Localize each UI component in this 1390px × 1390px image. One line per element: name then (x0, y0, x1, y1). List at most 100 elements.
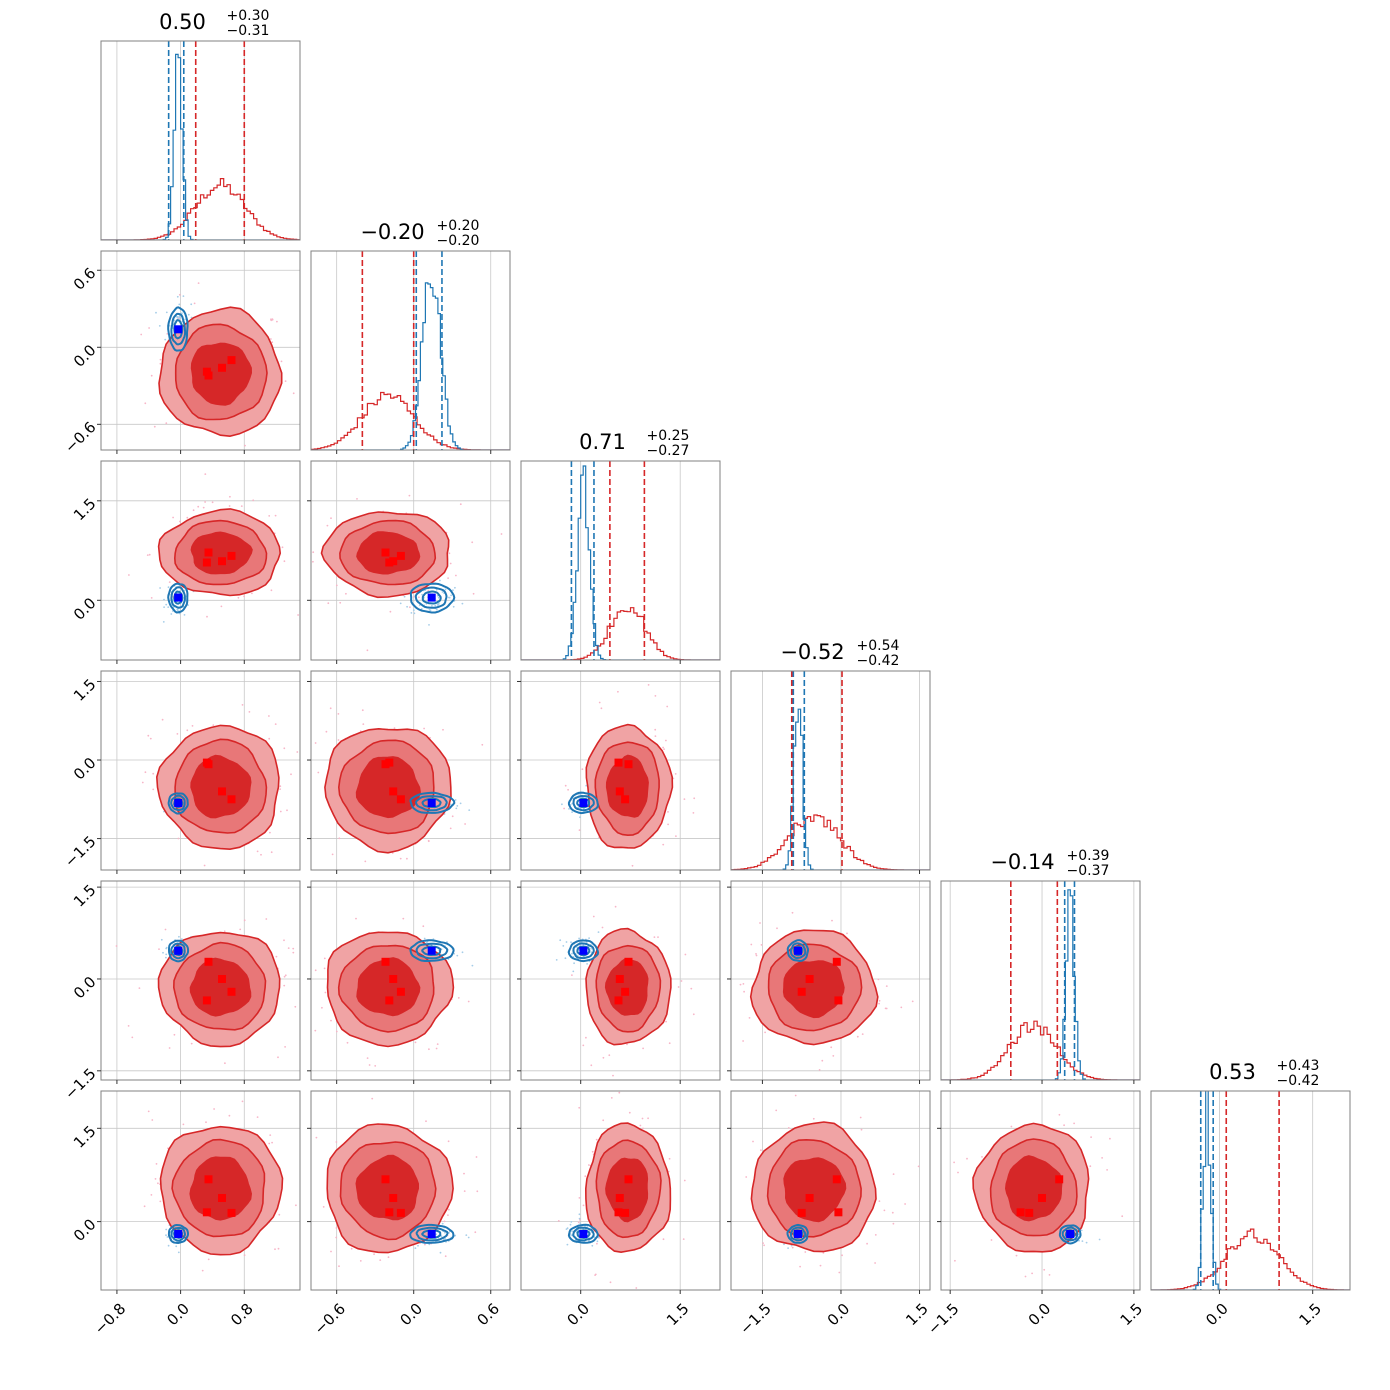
blue-marker (794, 1230, 802, 1238)
scatter-point (371, 897, 373, 899)
panel-content (941, 1091, 1140, 1290)
scatter-point (677, 986, 680, 988)
red-contour-inner (782, 960, 845, 1019)
scatter-point (578, 829, 581, 831)
scatter-point (561, 803, 563, 806)
scatter-point (631, 864, 634, 867)
scatter-point (452, 589, 454, 592)
blue-contour-outer (409, 939, 455, 962)
red-histogram (521, 607, 720, 660)
scatter-point (1106, 1169, 1108, 1171)
scatter-point (441, 591, 444, 593)
red-marker (1025, 1208, 1034, 1217)
scatter-point (293, 970, 295, 972)
scatter-point (459, 503, 462, 506)
scatter-point (330, 1250, 332, 1253)
scatter-point (346, 1041, 349, 1044)
red-marker (621, 1208, 630, 1217)
scatter-point (314, 969, 317, 972)
scatter-point (582, 1204, 585, 1207)
scatter-point (428, 624, 430, 626)
scatter-point (957, 1171, 959, 1174)
scatter-point (153, 425, 156, 428)
scatter-point (150, 374, 153, 377)
panel-frame (730, 670, 931, 871)
scatter-point (173, 1033, 176, 1036)
scatter-point (413, 612, 416, 615)
y-tick-label: 1.5 (70, 675, 100, 705)
blue-contour-outer (168, 939, 190, 963)
scatter-point (500, 533, 503, 535)
scatter-point (878, 999, 881, 1002)
scatter-point (1010, 1125, 1013, 1128)
scatter-point (742, 983, 745, 985)
blue-marker (427, 799, 436, 807)
scatter-point (248, 711, 251, 713)
scatter-point (591, 1150, 594, 1153)
scatter-point (165, 956, 167, 959)
scatter-point (577, 1221, 580, 1224)
scatter-point (752, 1140, 754, 1143)
scatter-point (284, 974, 287, 977)
scatter-point (431, 605, 433, 607)
scatter-point (345, 592, 347, 595)
scatter-point (168, 581, 171, 583)
title-plus: +0.25 (647, 428, 690, 444)
scatter-point (571, 811, 573, 813)
scatter-point (315, 1136, 318, 1139)
red-contour-inner (355, 1154, 419, 1221)
scatter-point (193, 302, 196, 305)
blue-marker (579, 946, 588, 955)
panel-5-3: −1.5 0.0 1.5 (727, 1090, 932, 1338)
scatter-point (389, 610, 392, 613)
scatter-point (165, 1228, 168, 1231)
scatter-point (143, 1205, 146, 1208)
red-marker (614, 758, 623, 767)
scatter-point (683, 1179, 686, 1182)
red-contour-inner (605, 1157, 649, 1223)
blue-contour-outer (567, 1223, 599, 1244)
scatter-point (339, 601, 342, 604)
panel-3-0: −1.5 0.0 1.5 (61, 670, 301, 874)
scatter-point (447, 596, 450, 599)
scatter-point (186, 729, 189, 732)
scatter-point (414, 1041, 417, 1044)
scatter-point (684, 953, 687, 956)
scatter-point (327, 602, 330, 605)
scatter-point (739, 983, 742, 986)
scatter-point (626, 1043, 628, 1046)
panel-5-0: −0.8 0.0 0.8 0.0 1.5 (70, 1090, 301, 1338)
scatter-point (665, 1020, 667, 1023)
scatter-point (693, 797, 696, 800)
panel-content (311, 671, 510, 899)
panel-content (311, 251, 510, 450)
scatter-point (275, 955, 278, 958)
scatter-point (252, 499, 255, 502)
blue-marker (794, 946, 802, 955)
scatter-point (564, 784, 567, 787)
scatter-point (270, 851, 273, 854)
scatter-point (322, 1206, 325, 1208)
panel-content (101, 41, 300, 240)
scatter-point (167, 606, 170, 608)
scatter-point (1085, 1241, 1088, 1244)
red-marker (615, 1194, 624, 1202)
scatter-point (588, 937, 590, 939)
scatter-point (451, 815, 454, 818)
scatter-point (639, 1124, 642, 1127)
scatter-point (149, 737, 152, 740)
scatter-point (457, 997, 460, 999)
scatter-point (279, 810, 282, 813)
red-marker (614, 996, 623, 1005)
scatter-point (159, 587, 162, 589)
x-tick-label: 0.0 (1202, 1300, 1232, 1330)
red-marker (832, 1175, 841, 1184)
scatter-point (447, 577, 449, 579)
scatter-point (435, 608, 438, 611)
title-minus: −0.31 (227, 23, 270, 39)
scatter-point (428, 609, 431, 611)
scatter-point (647, 684, 650, 686)
red-marker (1038, 1194, 1046, 1202)
red-marker (1055, 1175, 1064, 1184)
blue-contour-inner (421, 945, 442, 956)
